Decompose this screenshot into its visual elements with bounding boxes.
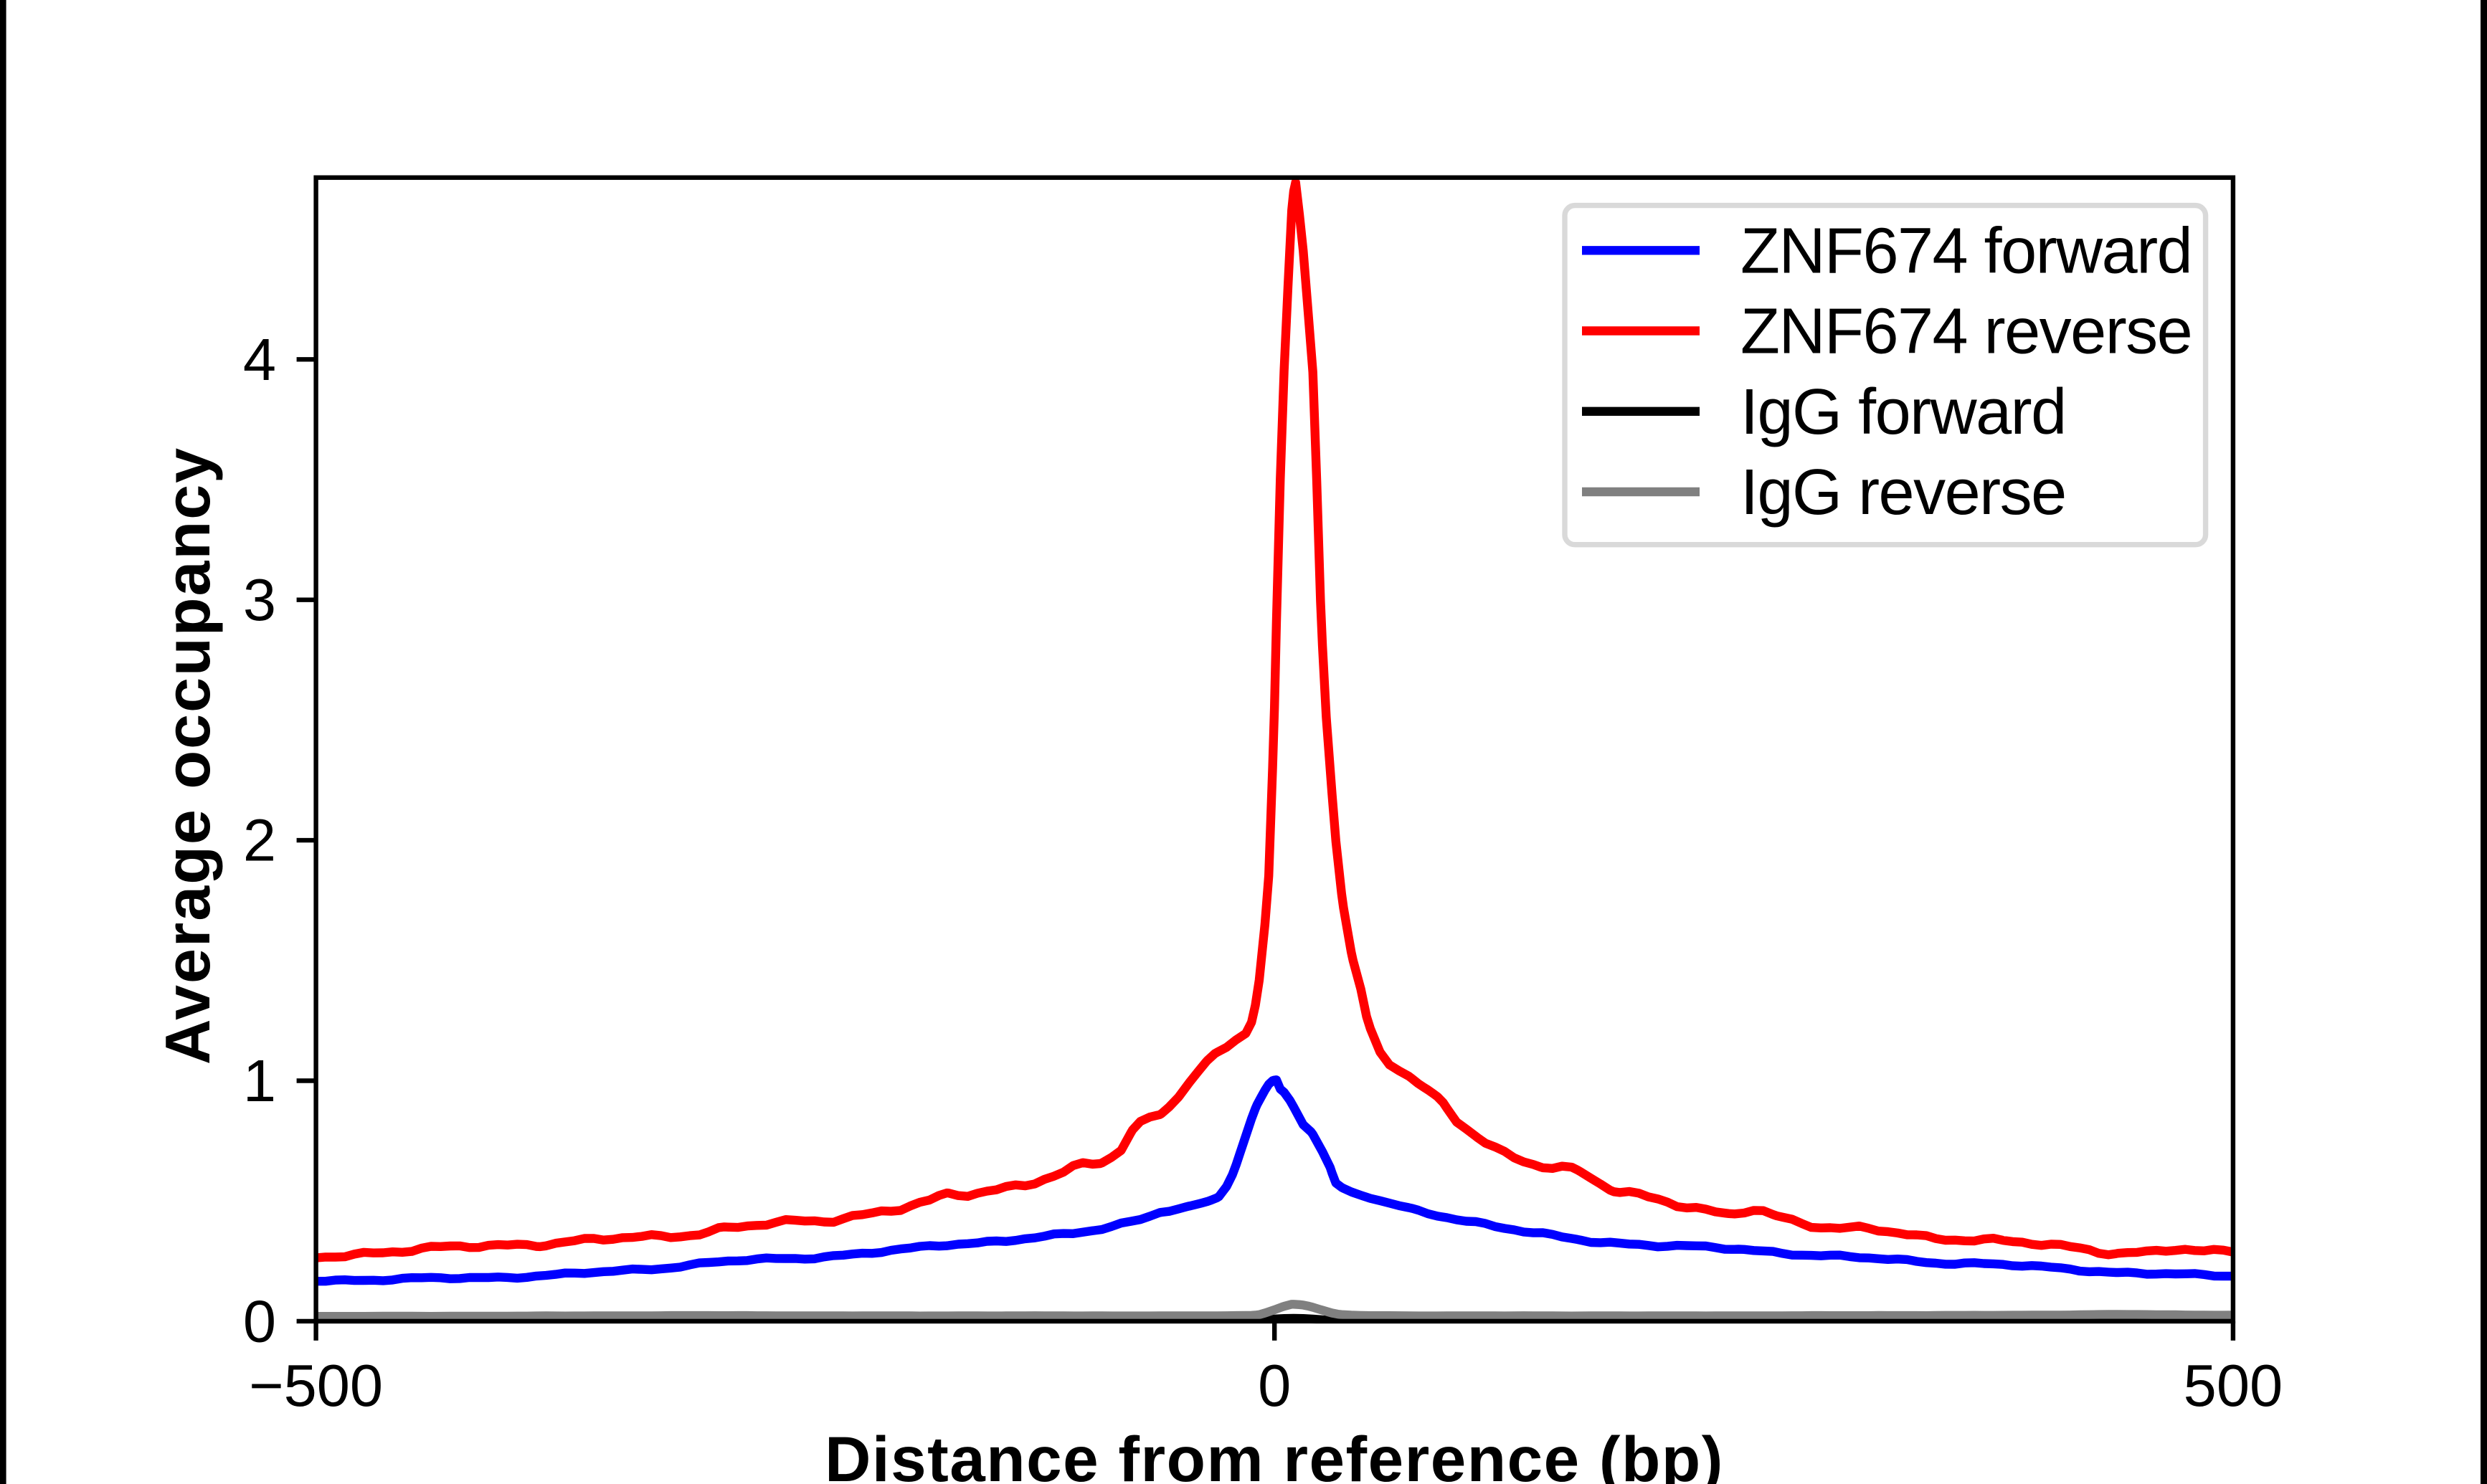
- svg-text:Average occupancy: Average occupancy: [152, 447, 223, 1065]
- svg-text:ZNF674 forward: ZNF674 forward: [1740, 215, 2192, 287]
- svg-text:0: 0: [1258, 1352, 1291, 1419]
- svg-text:0: 0: [243, 1288, 276, 1354]
- svg-text:ZNF674 reverse: ZNF674 reverse: [1740, 296, 2192, 368]
- svg-text:IgG forward: IgG forward: [1740, 376, 2066, 448]
- svg-text:Distance from reference (bp): Distance from reference (bp): [825, 1423, 1724, 1484]
- svg-text:3: 3: [243, 566, 276, 633]
- svg-text:1: 1: [243, 1047, 276, 1114]
- svg-text:−500: −500: [249, 1352, 383, 1419]
- svg-text:2: 2: [243, 807, 276, 874]
- svg-text:4: 4: [243, 326, 276, 393]
- svg-text:500: 500: [2184, 1352, 2283, 1419]
- svg-text:IgG reverse: IgG reverse: [1740, 457, 2066, 528]
